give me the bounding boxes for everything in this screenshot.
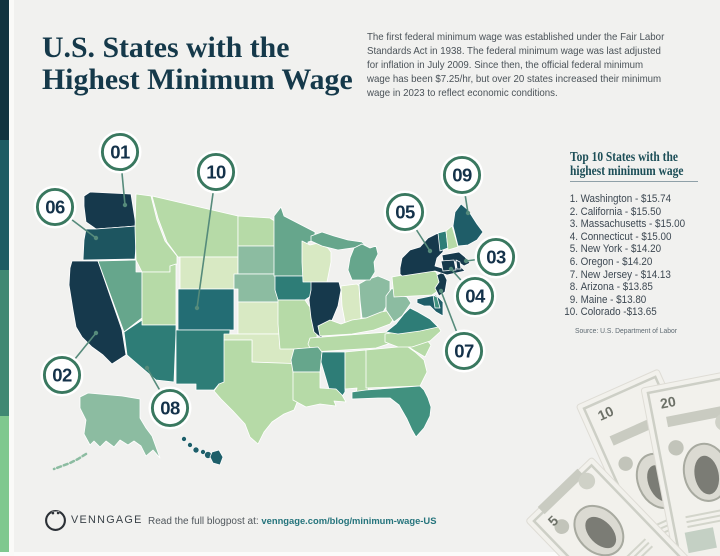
svg-text:06: 06 (45, 197, 65, 218)
svg-text:10: 10 (206, 162, 226, 183)
svg-text:04: 04 (465, 286, 486, 307)
svg-text:05: 05 (395, 202, 415, 223)
svg-text:03: 03 (486, 247, 506, 268)
svg-text:20: 20 (659, 393, 678, 412)
svg-text:09: 09 (452, 165, 472, 186)
svg-text:07: 07 (454, 341, 474, 362)
svg-text:08: 08 (160, 398, 180, 419)
svg-text:01: 01 (110, 142, 130, 163)
svg-text:02: 02 (52, 365, 72, 386)
svg-text:10: 10 (595, 403, 616, 424)
